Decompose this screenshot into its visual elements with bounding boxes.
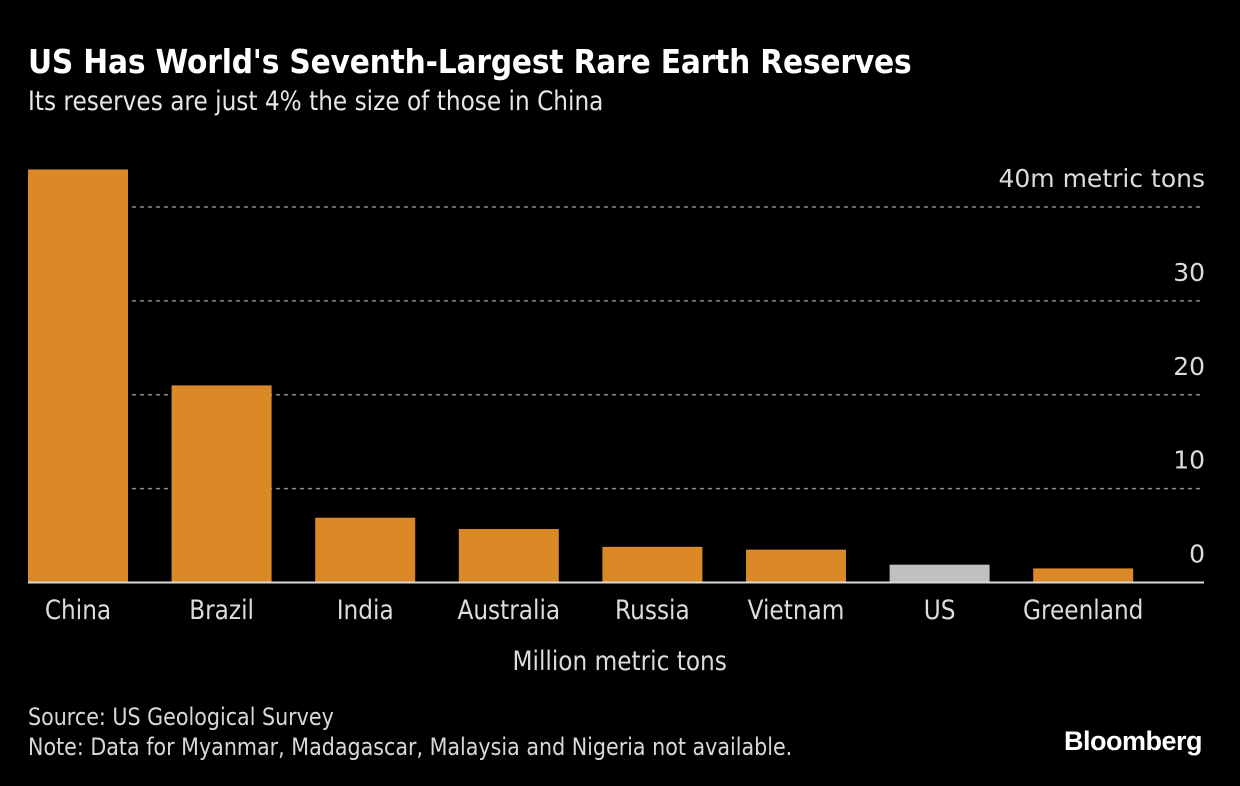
bar-russia bbox=[602, 546, 703, 583]
x-tick-label-china: China bbox=[45, 594, 111, 625]
x-tick-label-brazil: Brazil bbox=[189, 594, 254, 625]
bars bbox=[28, 169, 1134, 583]
bar-brazil bbox=[171, 385, 272, 583]
y-tick-label: 0 bbox=[1189, 540, 1205, 569]
x-axis-label: Million metric tons bbox=[0, 646, 1240, 677]
bloomberg-logo: Bloomberg bbox=[1063, 726, 1203, 756]
bar-china bbox=[28, 169, 128, 583]
chart-subtitle: Its reserves are just 4% the size of tho… bbox=[28, 86, 604, 117]
bar-us bbox=[889, 564, 990, 583]
x-tick-labels: China Brazil India Australia Russia Vietnam US… bbox=[45, 594, 1144, 625]
x-tick-label-vietnam: Vietnam bbox=[748, 594, 845, 625]
x-tick-label-russia: Russia bbox=[615, 594, 690, 625]
x-tick-label-us: US bbox=[924, 594, 956, 625]
data-note: Note: Data for Myanmar, Madagascar, Mala… bbox=[28, 733, 793, 761]
x-tick-label-australia: Australia bbox=[457, 594, 560, 625]
x-axis-label-text: Million metric tons bbox=[512, 646, 728, 677]
bar-australia bbox=[458, 528, 559, 583]
bar-vietnam bbox=[746, 549, 846, 583]
y-tick-label: 10 bbox=[1173, 446, 1205, 475]
bar-greenland bbox=[1033, 568, 1134, 583]
y-tick-label: 40m metric tons bbox=[998, 164, 1205, 193]
x-tick-label-greenland: Greenland bbox=[1023, 594, 1143, 625]
source-note: Source: US Geological Survey bbox=[28, 703, 334, 731]
y-tick-label: 30 bbox=[1173, 258, 1205, 287]
y-tick-label: 20 bbox=[1173, 352, 1205, 381]
bar-india bbox=[315, 517, 416, 583]
chart-title: US Has World's Seventh-Largest Rare Eart… bbox=[28, 42, 912, 81]
x-tick-label-india: India bbox=[337, 594, 394, 625]
y-tick-labels: 0 10 20 30 40m metric tons bbox=[998, 164, 1205, 569]
